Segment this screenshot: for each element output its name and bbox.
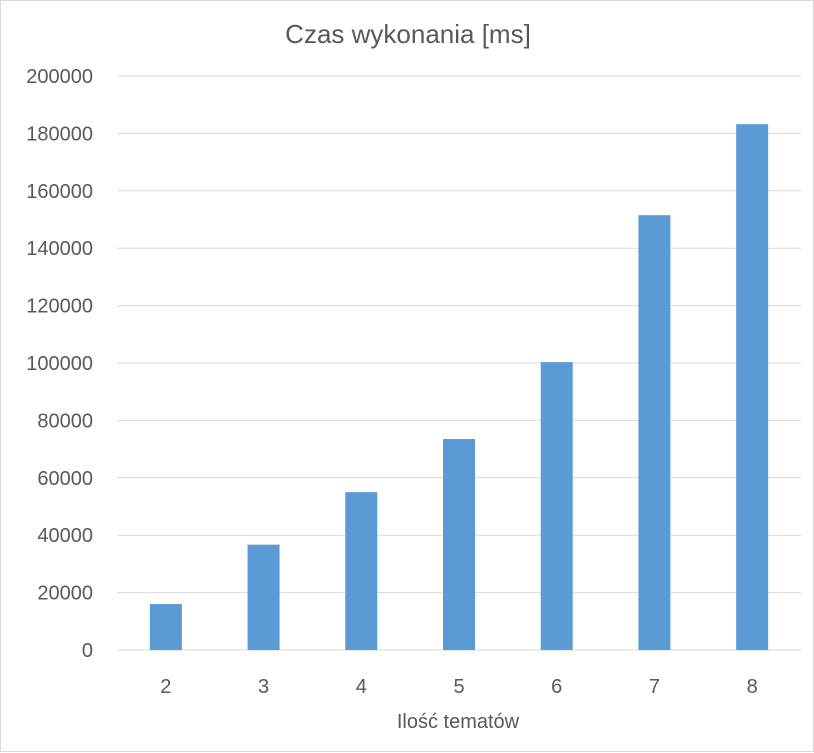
bar-2 [149,604,182,650]
x-axis-tick-labels: 2 3 4 5 6 7 8 [160,676,757,698]
y-tick-label: 0 [82,640,93,662]
x-tick-label: 3 [258,676,269,698]
y-tick-label: 200000 [26,66,93,88]
y-tick-label: 40000 [37,525,93,547]
y-tick-label: 60000 [37,468,93,490]
bar-8 [736,124,769,650]
chart-title: Czas wykonania [ms] [285,19,531,49]
y-tick-label: 100000 [26,353,93,375]
x-tick-label: 4 [356,676,367,698]
y-tick-label: 120000 [26,296,93,318]
y-tick-label: 180000 [26,123,93,145]
bar-5 [443,439,475,650]
bar-6 [540,362,573,650]
x-tick-label: 6 [551,676,562,698]
x-tick-label: 7 [649,676,660,698]
grid-lines [117,75,801,651]
y-tick-label: 20000 [37,583,93,605]
bar-3 [247,544,280,650]
x-axis-title: Ilość tematów [397,711,520,733]
bar-4 [345,492,378,650]
y-tick-label: 80000 [37,410,93,432]
bars [149,124,769,650]
y-axis-tick-labels: 0 20000 40000 60000 80000 100000 120000 140000 1… [26,66,93,662]
x-tick-label: 5 [453,676,464,698]
y-tick-label: 160000 [26,181,93,203]
x-tick-label: 8 [747,676,758,698]
x-tick-label: 2 [160,676,171,698]
bar-7 [638,215,671,650]
y-tick-label: 140000 [26,238,93,260]
